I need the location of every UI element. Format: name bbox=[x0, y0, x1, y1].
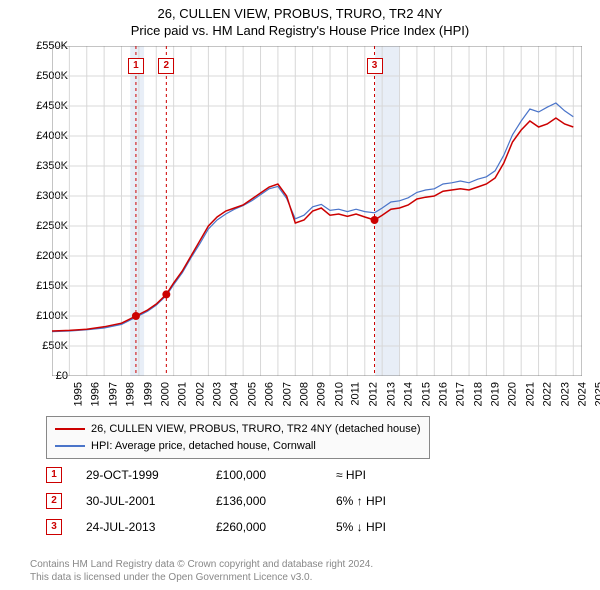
x-tick-label: 2009 bbox=[316, 382, 328, 406]
x-tick-label: 2010 bbox=[333, 382, 345, 406]
footer-line1: Contains HM Land Registry data © Crown c… bbox=[30, 558, 373, 571]
x-tick-label: 1996 bbox=[90, 382, 102, 406]
x-tick-label: 2020 bbox=[507, 382, 519, 406]
x-tick-label: 2003 bbox=[212, 382, 224, 406]
x-tick-label: 2006 bbox=[264, 382, 276, 406]
x-tick-label: 2008 bbox=[298, 382, 310, 406]
tx-date: 29-OCT-1999 bbox=[86, 468, 216, 482]
x-tick-label: 2002 bbox=[194, 382, 206, 406]
table-row: 2 30-JUL-2001£136,0006% ↑ HPI bbox=[46, 488, 386, 514]
tx-number: 1 bbox=[46, 467, 62, 483]
x-tick-label: 1998 bbox=[125, 382, 137, 406]
tx-date: 24-JUL-2013 bbox=[86, 520, 216, 534]
x-tick-label: 2011 bbox=[350, 382, 362, 406]
x-tick-label: 2013 bbox=[385, 382, 397, 406]
tx-number: 3 bbox=[46, 519, 62, 535]
x-tick-label: 2005 bbox=[246, 382, 258, 406]
x-tick-label: 2018 bbox=[472, 382, 484, 406]
x-tick-label: 2021 bbox=[524, 382, 536, 406]
footer-attribution: Contains HM Land Registry data © Crown c… bbox=[30, 558, 373, 584]
chart-plot-area bbox=[52, 46, 582, 376]
x-tick-label: 2000 bbox=[159, 382, 171, 406]
chart-title-line2: Price paid vs. HM Land Registry's House … bbox=[0, 23, 600, 42]
x-tick-label: 2001 bbox=[177, 382, 189, 406]
footer-line2: This data is licensed under the Open Gov… bbox=[30, 571, 373, 584]
tx-diff: 6% ↑ HPI bbox=[336, 494, 386, 508]
x-tick-label: 2012 bbox=[368, 382, 380, 406]
tx-number: 2 bbox=[46, 493, 62, 509]
x-tick-label: 2023 bbox=[559, 382, 571, 406]
tx-price: £260,000 bbox=[216, 520, 336, 534]
x-tick-label: 2017 bbox=[455, 382, 467, 406]
x-tick-label: 2016 bbox=[437, 382, 449, 406]
legend-swatch bbox=[55, 445, 85, 447]
x-tick-label: 2007 bbox=[281, 382, 293, 406]
x-tick-label: 2025 bbox=[594, 382, 600, 406]
legend-item: 26, CULLEN VIEW, PROBUS, TRURO, TR2 4NY … bbox=[55, 421, 421, 438]
transaction-marker: 3 bbox=[367, 58, 383, 74]
legend-swatch bbox=[55, 428, 85, 430]
legend-item: HPI: Average price, detached house, Corn… bbox=[55, 438, 421, 455]
x-tick-label: 2004 bbox=[229, 382, 241, 406]
tx-price: £100,000 bbox=[216, 468, 336, 482]
tx-diff: 5% ↓ HPI bbox=[336, 520, 386, 534]
tx-date: 30-JUL-2001 bbox=[86, 494, 216, 508]
legend-label: 26, CULLEN VIEW, PROBUS, TRURO, TR2 4NY … bbox=[91, 423, 421, 435]
x-tick-label: 2014 bbox=[403, 382, 415, 406]
x-tick-label: 2024 bbox=[576, 382, 588, 406]
tx-diff: ≈ HPI bbox=[336, 468, 366, 482]
chart-title-line1: 26, CULLEN VIEW, PROBUS, TRURO, TR2 4NY bbox=[0, 0, 600, 23]
tx-price: £136,000 bbox=[216, 494, 336, 508]
legend-label: HPI: Average price, detached house, Corn… bbox=[91, 440, 316, 452]
x-tick-label: 1999 bbox=[142, 382, 154, 406]
transaction-marker: 2 bbox=[158, 58, 174, 74]
legend: 26, CULLEN VIEW, PROBUS, TRURO, TR2 4NY … bbox=[46, 416, 430, 459]
table-row: 3 24-JUL-2013£260,0005% ↓ HPI bbox=[46, 514, 386, 540]
table-row: 1 29-OCT-1999£100,000≈ HPI bbox=[46, 462, 386, 488]
transaction-marker: 1 bbox=[128, 58, 144, 74]
x-tick-label: 2015 bbox=[420, 382, 432, 406]
x-tick-label: 1997 bbox=[107, 382, 119, 406]
x-tick-label: 1995 bbox=[72, 382, 84, 406]
chart-svg bbox=[52, 46, 582, 376]
x-tick-label: 2022 bbox=[542, 382, 554, 406]
transaction-table: 1 29-OCT-1999£100,000≈ HPI 2 30-JUL-2001£13… bbox=[46, 462, 386, 540]
x-tick-label: 2019 bbox=[490, 382, 502, 406]
